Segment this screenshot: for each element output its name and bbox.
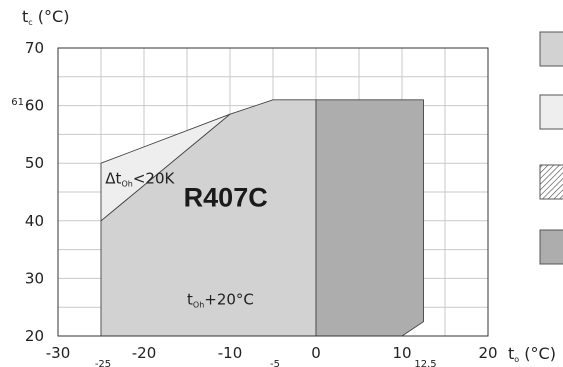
annotations: ΔtOh<20K tOh+20°C (105, 169, 254, 309)
y-tick-label: 50 (25, 154, 44, 172)
envelope-region (100, 113, 231, 222)
plot-frame (57, 47, 489, 337)
y-tick-label: 60 (25, 97, 44, 115)
legend-swatch (539, 31, 563, 67)
x-extra-tick-label: -25 (95, 359, 111, 367)
x-tick-label: 10 (392, 344, 411, 362)
x-tick-label: 20 (478, 344, 497, 362)
y-axis-label: tc (°C) (22, 7, 69, 27)
x-tick-label: -30 (46, 344, 71, 362)
axis-labels: tc (°C) to (°C) (22, 7, 556, 364)
region-annotation: ΔtOh<20K (105, 169, 175, 188)
tick-labels: -30 -20 -10 0 10 20 -25 -5 12.5 20 30 40 50 60 70 61 (11, 39, 497, 367)
x-tick-label: -20 (132, 344, 157, 362)
legend-swatch (539, 94, 563, 130)
y-tick-label: 70 (25, 39, 44, 57)
envelope-region (315, 99, 424, 337)
x-extra-tick-label: -5 (270, 359, 280, 367)
x-tick-label: -10 (218, 344, 243, 362)
envelope-regions (100, 99, 424, 337)
legend-swatch (539, 164, 563, 200)
y-tick-label: 30 (25, 269, 44, 287)
x-axis-label: to (°C) (508, 344, 556, 364)
chart-title: R407C (184, 182, 268, 212)
legend-swatch (539, 229, 563, 265)
y-tick-label: 20 (25, 327, 44, 345)
region-annotation: tOh+20°C (187, 290, 254, 309)
x-tick-label: 0 (311, 344, 321, 362)
y-tick-label: 40 (25, 212, 44, 230)
x-extra-tick-label: 12.5 (414, 359, 436, 367)
legend (539, 31, 563, 265)
y-extra-tick-label: 61 (11, 97, 24, 108)
